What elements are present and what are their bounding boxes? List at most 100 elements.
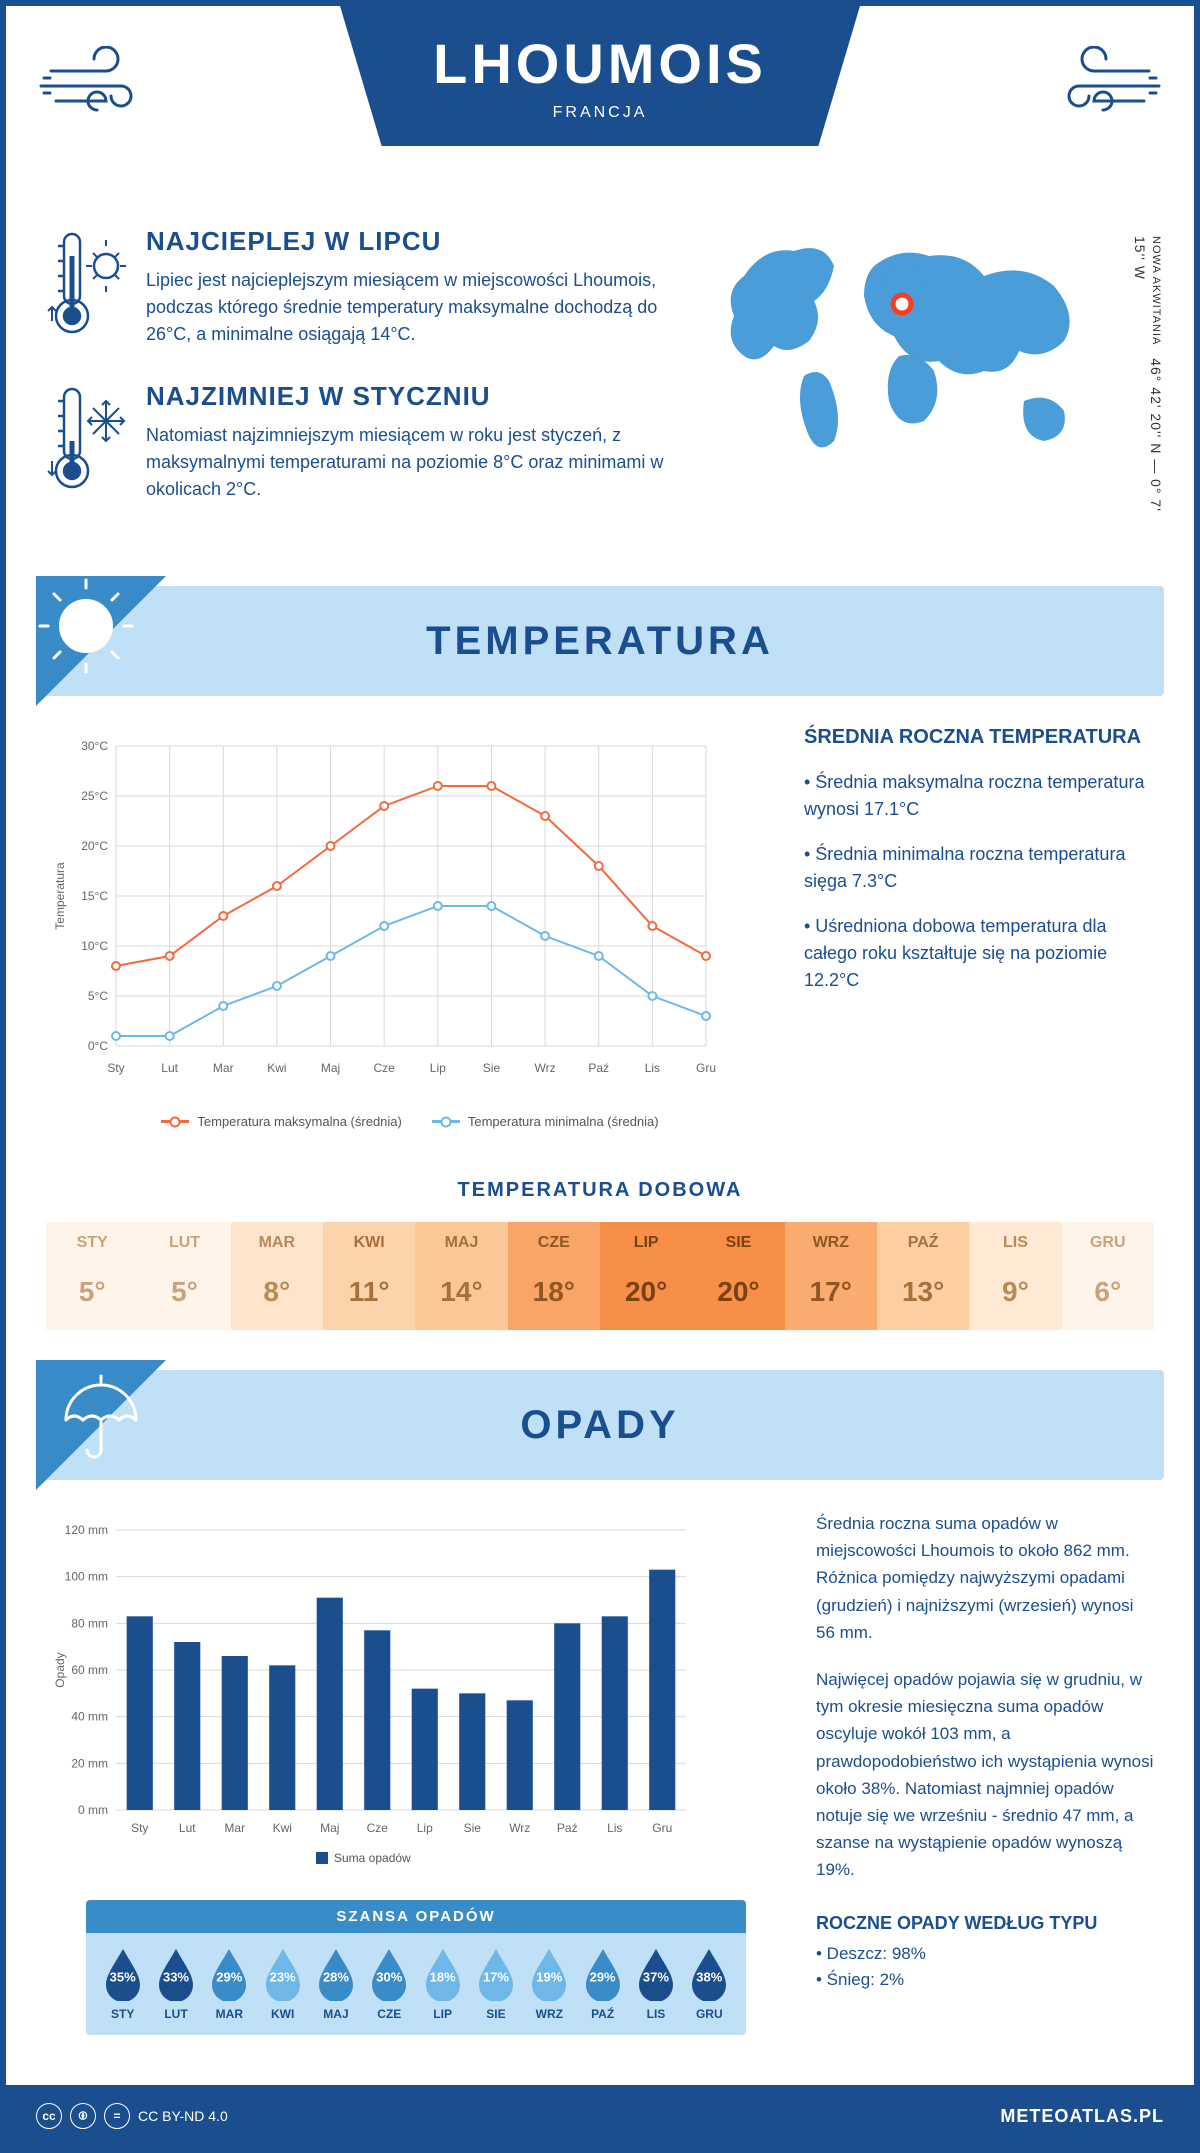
svg-text:Paź: Paź — [588, 1061, 609, 1075]
avg-temp-heading: ŚREDNIA ROCZNA TEMPERATURA — [804, 726, 1154, 749]
cc-icon: cc — [36, 2103, 62, 2129]
daily-temp-cell: KWI11° — [323, 1222, 415, 1330]
cold-body: Natomiast najzimniejszym miesiącem w rok… — [146, 422, 674, 503]
svg-text:Lut: Lut — [161, 1061, 178, 1075]
temperature-legend: .legend-swatch[style*='#f26a3e']::after{… — [46, 1114, 774, 1129]
svg-text:Sty: Sty — [131, 1821, 148, 1835]
daily-temp-heading: TEMPERATURA DOBOWA — [6, 1179, 1194, 1202]
avg-temp-item: • Średnia maksymalna roczna temperatura … — [804, 769, 1154, 823]
svg-text:80 mm: 80 mm — [71, 1616, 108, 1630]
title-banner: LHOUMOIS FRANCJA — [340, 6, 860, 146]
warm-body: Lipiec jest najcieplejszym miesiącem w m… — [146, 267, 674, 348]
precip-paragraph: Najwięcej opadów pojawia się w grudniu, … — [816, 1666, 1154, 1884]
rain-chance-cell: 33% LUT — [149, 1947, 202, 2021]
svg-text:Temperatura: Temperatura — [53, 862, 67, 930]
raindrop-icon: 18% — [421, 1947, 465, 2001]
thermometer-hot-icon — [46, 226, 136, 351]
umbrella-icon — [36, 1360, 166, 1490]
svg-text:0 mm: 0 mm — [78, 1803, 108, 1817]
temperature-title: TEMPERATURA — [426, 619, 774, 664]
page-title: LHOUMOIS — [433, 31, 767, 96]
daily-temp-cell: LUT5° — [138, 1222, 230, 1330]
header: LHOUMOIS FRANCJA — [6, 6, 1194, 206]
rain-chance-panel: SZANSA OPADÓW 35% STY 33% LUT 29% MAR 23… — [86, 1900, 746, 2035]
svg-text:Maj: Maj — [321, 1061, 340, 1075]
legend-item: .legend-swatch[style*='#f26a3e']::after{… — [161, 1114, 401, 1129]
raindrop-icon: 23% — [261, 1947, 305, 2001]
wind-icon — [1024, 46, 1164, 126]
svg-text:Suma opadów: Suma opadów — [334, 1851, 411, 1865]
rain-chance-heading: SZANSA OPADÓW — [86, 1900, 746, 1933]
precip-type-heading: ROCZNE OPADY WEDŁUG TYPU — [816, 1913, 1154, 1934]
svg-text:Cze: Cze — [367, 1821, 389, 1835]
nd-icon: = — [104, 2103, 130, 2129]
warm-heading: NAJCIEPLEJ W LIPCU — [146, 226, 674, 257]
svg-text:25°C: 25°C — [81, 789, 108, 803]
rain-chance-cell: 23% KWI — [256, 1947, 309, 2021]
rain-chance-cell: 38% GRU — [683, 1947, 736, 2021]
svg-text:Gru: Gru — [696, 1061, 716, 1075]
svg-text:Opady: Opady — [53, 1652, 67, 1687]
daily-temp-cell: PAŹ13° — [877, 1222, 969, 1330]
site-name: METEOATLAS.PL — [1000, 2106, 1164, 2127]
svg-text:30°C: 30°C — [81, 739, 108, 753]
raindrop-icon: 29% — [207, 1947, 251, 2001]
precip-type-item: • Deszcz: 98% — [816, 1944, 1154, 1964]
precipitation-banner: OPADY — [36, 1370, 1164, 1480]
by-icon: 🅯 — [70, 2103, 96, 2129]
rain-chance-cell: 29% PAŹ — [576, 1947, 629, 2021]
precipitation-bar-chart: 0 mm20 mm40 mm60 mm80 mm100 mm120 mmOpad… — [46, 1510, 706, 1890]
svg-text:Lut: Lut — [179, 1821, 196, 1835]
avg-temp-item: • Uśredniona dobowa temperatura dla całe… — [804, 913, 1154, 994]
coordinates: NOWA AKWITANIA 46° 42' 20'' N — 0° 7' 15… — [1132, 236, 1164, 536]
daily-temp-cell: CZE18° — [508, 1222, 600, 1330]
svg-text:Paź: Paź — [557, 1821, 578, 1835]
svg-text:Wrz: Wrz — [535, 1061, 556, 1075]
precipitation-title: OPADY — [520, 1403, 679, 1448]
svg-text:Wrz: Wrz — [509, 1821, 530, 1835]
wind-icon — [36, 46, 176, 126]
daily-temp-table: STY5°LUT5°MAR8°KWI11°MAJ14°CZE18°LIP20°S… — [46, 1222, 1154, 1330]
avg-temp-item: • Średnia minimalna roczna temperatura s… — [804, 841, 1154, 895]
svg-text:5°C: 5°C — [88, 989, 108, 1003]
svg-text:40 mm: 40 mm — [71, 1710, 108, 1724]
warm-block: NAJCIEPLEJ W LIPCU Lipiec jest najcieple… — [46, 226, 674, 351]
daily-temp-cell: SIE20° — [692, 1222, 784, 1330]
raindrop-icon: 19% — [527, 1947, 571, 2001]
daily-temp-cell: WRZ17° — [785, 1222, 877, 1330]
rain-chance-cell: 28% MAJ — [309, 1947, 362, 2021]
cold-block: NAJZIMNIEJ W STYCZNIU Natomiast najzimni… — [46, 381, 674, 506]
raindrop-icon: 35% — [101, 1947, 145, 2001]
svg-text:Gru: Gru — [652, 1821, 672, 1835]
legend-item: .legend-swatch[style*='#6bb9e8']::after{… — [432, 1114, 659, 1129]
daily-temp-cell: MAJ14° — [415, 1222, 507, 1330]
daily-temp-cell: STY5° — [46, 1222, 138, 1330]
sun-icon — [36, 576, 166, 706]
rain-chance-cell: 17% SIE — [469, 1947, 522, 2021]
cold-heading: NAJZIMNIEJ W STYCZNIU — [146, 381, 674, 412]
rain-chance-cell: 30% CZE — [363, 1947, 416, 2021]
svg-text:Lis: Lis — [607, 1821, 622, 1835]
temperature-line-chart: 0°C5°C10°C15°C20°C25°C30°CStyLutMarKwiMa… — [46, 726, 726, 1106]
svg-text:Maj: Maj — [320, 1821, 339, 1835]
precip-type-item: • Śnieg: 2% — [816, 1970, 1154, 1990]
daily-temp-cell: LIP20° — [600, 1222, 692, 1330]
svg-text:Sie: Sie — [483, 1061, 501, 1075]
rain-chance-cell: 35% STY — [96, 1947, 149, 2021]
svg-text:Lis: Lis — [645, 1061, 660, 1075]
svg-text:20 mm: 20 mm — [71, 1756, 108, 1770]
rain-chance-cell: 37% LIS — [629, 1947, 682, 2021]
svg-text:Sie: Sie — [464, 1821, 482, 1835]
svg-text:Lip: Lip — [430, 1061, 446, 1075]
precip-paragraph: Średnia roczna suma opadów w miejscowośc… — [816, 1510, 1154, 1646]
rain-chance-cell: 29% MAR — [203, 1947, 256, 2021]
footer: cc 🅯 = CC BY-ND 4.0 METEOATLAS.PL — [6, 2085, 1194, 2147]
svg-text:Mar: Mar — [224, 1821, 245, 1835]
raindrop-icon: 33% — [154, 1947, 198, 2001]
svg-text:100 mm: 100 mm — [65, 1570, 108, 1584]
license: cc 🅯 = CC BY-ND 4.0 — [36, 2103, 228, 2129]
svg-text:Kwi: Kwi — [273, 1821, 292, 1835]
summary-section: NAJCIEPLEJ W LIPCU Lipiec jest najcieple… — [6, 206, 1194, 576]
raindrop-icon: 29% — [581, 1947, 625, 2001]
svg-text:0°C: 0°C — [88, 1039, 108, 1053]
